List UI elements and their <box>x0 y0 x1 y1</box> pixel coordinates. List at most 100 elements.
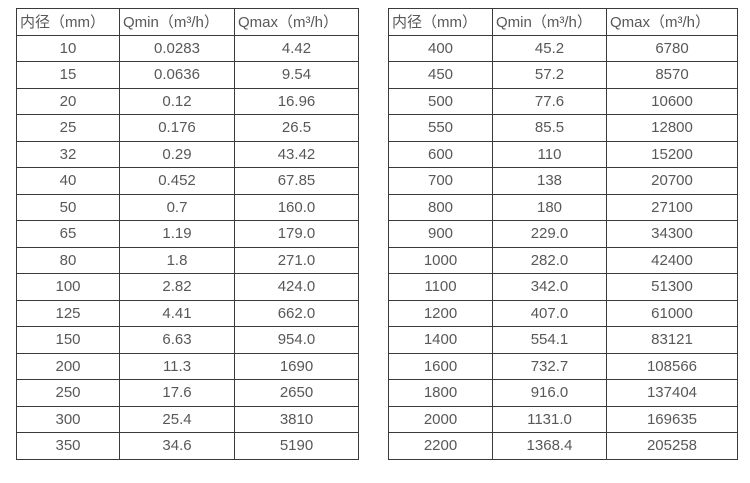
table-cell: 61000 <box>606 299 738 327</box>
table-cell: 350 <box>16 432 120 460</box>
table-cell: 34.6 <box>119 432 235 460</box>
table-cell: 205258 <box>606 432 738 460</box>
table-cell: 400 <box>388 34 493 62</box>
table-row: 800 180 27100 <box>388 193 738 221</box>
table-cell: 3810 <box>234 405 359 433</box>
table-cell: 1.8 <box>119 246 235 274</box>
table-cell: 12800 <box>606 114 738 142</box>
table-cell: 450 <box>388 61 493 89</box>
table-row: 20 0.12 16.96 <box>16 87 359 115</box>
table-cell: 150 <box>16 326 120 354</box>
table-cell: 229.0 <box>492 220 607 248</box>
table-row: 125 4.41 662.0 <box>16 299 359 327</box>
table-cell: 916.0 <box>492 379 607 407</box>
table-row: 1100 342.0 51300 <box>388 273 738 301</box>
table-cell: 1200 <box>388 299 493 327</box>
table-cell: 15200 <box>606 140 738 168</box>
table-cell: 8570 <box>606 61 738 89</box>
table-row: 1400 554.1 83121 <box>388 326 738 354</box>
table-cell: 0.0636 <box>119 61 235 89</box>
table-cell: 20 <box>16 87 120 115</box>
table-row: 200 11.3 1690 <box>16 352 359 380</box>
table-row: 550 85.5 12800 <box>388 114 738 142</box>
table-cell: 179.0 <box>234 220 359 248</box>
table-cell: 1600 <box>388 352 493 380</box>
table-cell: 550 <box>388 114 493 142</box>
col-header-diameter: 内径（mm） <box>16 8 120 36</box>
table-cell: 32 <box>16 140 120 168</box>
table-cell: 300 <box>16 405 120 433</box>
table-row: 1600 732.7 108566 <box>388 352 738 380</box>
table-cell: 25.4 <box>119 405 235 433</box>
table-cell: 67.85 <box>234 167 359 195</box>
col-header-qmin: Qmin（m³/h） <box>119 8 235 36</box>
table-cell: 42400 <box>606 246 738 274</box>
table-cell: 108566 <box>606 352 738 380</box>
table-cell: 2000 <box>388 405 493 433</box>
table-cell: 83121 <box>606 326 738 354</box>
table-row: 50 0.7 160.0 <box>16 193 359 221</box>
table-cell: 407.0 <box>492 299 607 327</box>
table-cell: 10 <box>16 34 120 62</box>
table-body: 10 0.0283 4.42 15 0.0636 9.54 20 0.12 16.96 25 0.1… <box>16 34 359 460</box>
table-row: 25 0.176 26.5 <box>16 114 359 142</box>
table-cell: 27100 <box>606 193 738 221</box>
table-row: 65 1.19 179.0 <box>16 220 359 248</box>
table-row: 400 45.2 6780 <box>388 34 738 62</box>
table-cell: 100 <box>16 273 120 301</box>
table-cell: 662.0 <box>234 299 359 327</box>
table-cell: 5190 <box>234 432 359 460</box>
table-cell: 4.42 <box>234 34 359 62</box>
table-cell: 0.7 <box>119 193 235 221</box>
table-cell: 500 <box>388 87 493 115</box>
table-cell: 6.63 <box>119 326 235 354</box>
table-row: 100 2.82 424.0 <box>16 273 359 301</box>
table-row: 150 6.63 954.0 <box>16 326 359 354</box>
table-row: 600 110 15200 <box>388 140 738 168</box>
table-cell: 65 <box>16 220 120 248</box>
table-cell: 11.3 <box>119 352 235 380</box>
table-cell: 2200 <box>388 432 493 460</box>
table-cell: 282.0 <box>492 246 607 274</box>
col-header-diameter: 内径（mm） <box>388 8 493 36</box>
table-cell: 1100 <box>388 273 493 301</box>
table-cell: 137404 <box>606 379 738 407</box>
table-cell: 900 <box>388 220 493 248</box>
table-cell: 160.0 <box>234 193 359 221</box>
table-cell: 9.54 <box>234 61 359 89</box>
table-cell: 26.5 <box>234 114 359 142</box>
table-cell: 10600 <box>606 87 738 115</box>
table-cell: 271.0 <box>234 246 359 274</box>
table-cell: 6780 <box>606 34 738 62</box>
table-row: 80 1.8 271.0 <box>16 246 359 274</box>
table-cell: 424.0 <box>234 273 359 301</box>
table-row: 250 17.6 2650 <box>16 379 359 407</box>
table-row: 2200 1368.4 205258 <box>388 432 738 460</box>
table-cell: 600 <box>388 140 493 168</box>
table-cell: 51300 <box>606 273 738 301</box>
table-cell: 80 <box>16 246 120 274</box>
table-cell: 50 <box>16 193 120 221</box>
table-cell: 1800 <box>388 379 493 407</box>
table-body: 400 45.2 6780 450 57.2 8570 500 77.6 10600 550 85.… <box>388 34 738 460</box>
table-cell: 15 <box>16 61 120 89</box>
table-cell: 2650 <box>234 379 359 407</box>
table-cell: 45.2 <box>492 34 607 62</box>
table-row: 10 0.0283 4.42 <box>16 34 359 62</box>
table-row: 900 229.0 34300 <box>388 220 738 248</box>
col-header-qmax: Qmax（m³/h） <box>234 8 359 36</box>
table-cell: 342.0 <box>492 273 607 301</box>
col-header-qmin: Qmin（m³/h） <box>492 8 607 36</box>
table-row: 1000 282.0 42400 <box>388 246 738 274</box>
table-cell: 43.42 <box>234 140 359 168</box>
table-cell: 1690 <box>234 352 359 380</box>
table-cell: 0.176 <box>119 114 235 142</box>
table-cell: 169635 <box>606 405 738 433</box>
table-row: 450 57.2 8570 <box>388 61 738 89</box>
table-cell: 17.6 <box>119 379 235 407</box>
table-cell: 16.96 <box>234 87 359 115</box>
table-cell: 800 <box>388 193 493 221</box>
table-row: 500 77.6 10600 <box>388 87 738 115</box>
table-cell: 57.2 <box>492 61 607 89</box>
table-cell: 2.82 <box>119 273 235 301</box>
